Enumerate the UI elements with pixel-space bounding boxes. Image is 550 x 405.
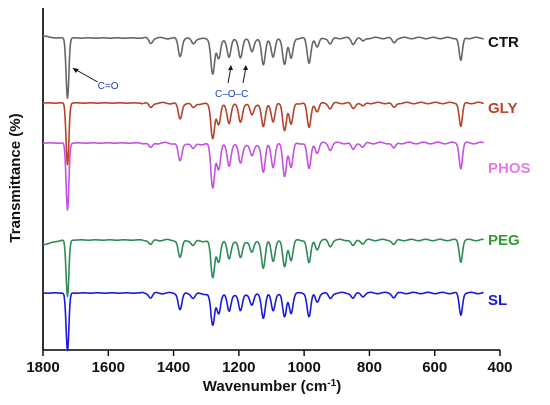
x-tick-label: 1400: [157, 359, 190, 376]
series-label-gly: GLY: [488, 100, 517, 117]
series-label-peg: PEG: [488, 232, 520, 249]
axes: 1800 1600 1400 1200 1000 800 600 400: [26, 8, 513, 376]
series-label-sl: SL: [488, 292, 507, 309]
series-line-ctr: [42, 35, 484, 99]
annotations: C=O C–O–C: [72, 65, 248, 100]
x-tick-label: 1000: [287, 359, 320, 376]
x-tick-label: 1800: [26, 359, 59, 376]
series-group: [42, 35, 484, 352]
c-o-c-arrowhead-right: [243, 65, 248, 70]
x-tick-label: 1200: [222, 359, 255, 376]
annotation-c-o: C=O: [98, 81, 119, 92]
y-axis-title: Transmittance (%): [7, 113, 24, 242]
c-o-arrowhead: [72, 68, 79, 73]
series-line-gly: [42, 101, 484, 166]
series-line-sl: [42, 291, 484, 352]
c-o-c-arrowhead-left: [228, 65, 233, 70]
x-tick-label: 800: [357, 359, 382, 376]
x-tick-label: 1600: [92, 359, 125, 376]
series-line-phos: [42, 141, 484, 211]
series-label-phos: PHOS: [488, 160, 531, 177]
series-labels: CTR GLY PHOS PEG SL: [488, 34, 531, 309]
x-tick-label: 400: [487, 359, 512, 376]
series-label-ctr: CTR: [488, 34, 519, 51]
x-tick-label: 600: [422, 359, 447, 376]
series-line-peg: [42, 238, 484, 298]
annotation-c-o-c: C–O–C: [215, 89, 248, 100]
x-axis-title: Wavenumber (cm-1): [203, 378, 341, 396]
